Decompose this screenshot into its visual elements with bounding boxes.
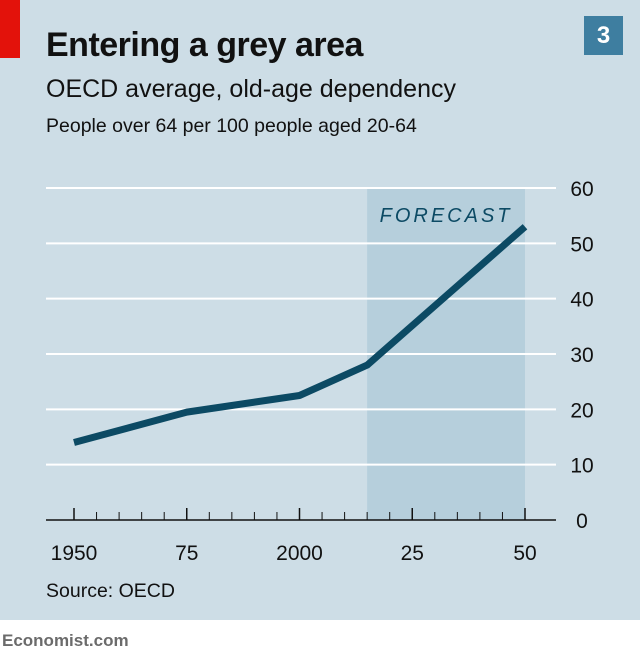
x-tick-label: 1950 xyxy=(51,542,98,565)
y-tick-label: 60 xyxy=(570,178,593,201)
brand-footer: Economist.com xyxy=(2,631,129,650)
y-tick-label: 0 xyxy=(576,510,588,533)
y-tick-label: 30 xyxy=(570,344,593,367)
x-tick-label: 50 xyxy=(513,542,536,565)
x-tick-label: 75 xyxy=(175,542,198,565)
y-tick-label: 40 xyxy=(570,289,593,312)
series-line xyxy=(73,224,528,446)
source-note: Source: OECD xyxy=(46,580,175,602)
y-tick-label: 10 xyxy=(570,455,593,478)
x-tick-label: 25 xyxy=(401,542,424,565)
y-tick-label: 20 xyxy=(570,399,593,422)
y-tick-label: 50 xyxy=(570,233,593,256)
chart-title: Entering a grey area xyxy=(46,26,363,64)
chart-unit-label: People over 64 per 100 people aged 20-64 xyxy=(46,115,417,137)
chart-subtitle: OECD average, old-age dependency xyxy=(46,75,456,103)
forecast-label: FORECAST xyxy=(380,205,513,227)
x-tick-label: 2000 xyxy=(276,542,323,565)
chart-panel xyxy=(0,0,640,620)
line-chart: FORECAST 0 10 20 30 40 50 60 1950 75 2000 25 50 xyxy=(46,178,594,565)
brand-red-tag xyxy=(0,0,20,58)
chart-number-badge: 3 xyxy=(584,16,623,55)
